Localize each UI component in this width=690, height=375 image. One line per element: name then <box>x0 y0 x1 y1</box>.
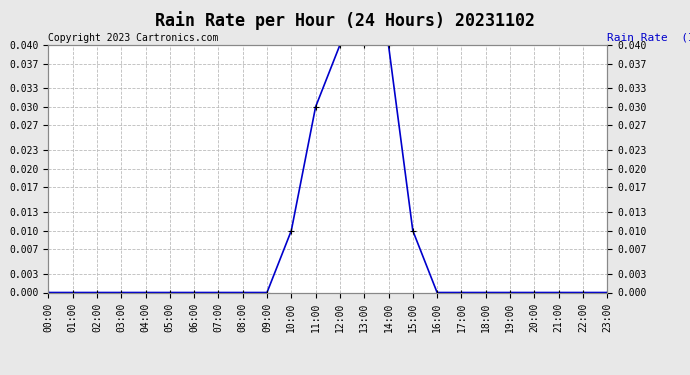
Text: Rain Rate  (Inches/Hour): Rain Rate (Inches/Hour) <box>607 33 690 42</box>
Text: Copyright 2023 Cartronics.com: Copyright 2023 Cartronics.com <box>48 33 219 42</box>
Text: Rain Rate per Hour (24 Hours) 20231102: Rain Rate per Hour (24 Hours) 20231102 <box>155 11 535 30</box>
